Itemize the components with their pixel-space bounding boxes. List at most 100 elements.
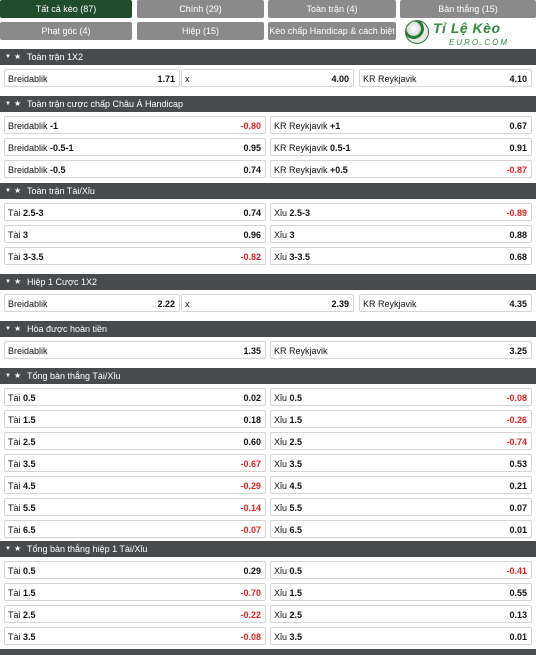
tab-main[interactable]: Chính (29): [137, 0, 264, 18]
line-value: 6.5: [289, 525, 303, 535]
odds-cell[interactable]: Xỉu 0.5 -0.08: [270, 388, 532, 406]
odds-cell[interactable]: KR Reykjavik +0.5 -0.87: [270, 160, 532, 178]
star-icon[interactable]: ★: [14, 99, 22, 108]
odds-cell[interactable]: x 2.39: [181, 294, 354, 312]
chevron-down-icon[interactable]: ▼: [5, 54, 11, 60]
odds-cell[interactable]: Tài 1.5 -0.70: [4, 583, 266, 601]
selection-label: Xỉu 2.5-3: [274, 208, 311, 218]
odds-value: 0.29: [243, 566, 261, 576]
logo-brand: Tỉ Lệ Kèo: [433, 20, 501, 36]
line-value: 3.5: [23, 459, 36, 469]
section-header[interactable]: ▼ ★ Toàn trận Tài/Xỉu: [0, 183, 536, 199]
odds-cell[interactable]: KR Reykjavik 4.35: [359, 294, 532, 312]
star-icon[interactable]: ★: [14, 544, 22, 553]
section-header[interactable]: ▼ ★ Toàn trận 1X2: [0, 49, 536, 65]
tab-all[interactable]: Tất cả kèo (87): [0, 0, 132, 18]
odds-cell[interactable]: KR Reykjavik 3.25: [270, 341, 532, 359]
odds-cell[interactable]: Xỉu 3.5 0.01: [270, 627, 532, 645]
line-value: 2.5-3: [23, 208, 44, 218]
star-icon[interactable]: ★: [14, 371, 22, 380]
tab-goals[interactable]: Bàn thắng (15): [400, 0, 536, 18]
selection-label: KR Reykjavik +0.5: [274, 165, 348, 175]
odds-cell[interactable]: Tài 3.5 -0.67: [4, 454, 266, 472]
odds-cell[interactable]: Xỉu 1.5 -0.26: [270, 410, 532, 428]
odds-cell[interactable]: Breidablik -0.5-1 0.95: [4, 138, 266, 156]
odds-cell[interactable]: Xỉu 0.5 -0.41: [270, 561, 532, 579]
section-header[interactable]: ▼ ★ Hiệp 1 Cược 1X2: [0, 274, 536, 290]
site-logo[interactable]: Tỉ Lệ Kèo EURO.COM: [402, 18, 536, 50]
odds-cell[interactable]: Xỉu 2.5-3 -0.89: [270, 203, 532, 221]
odds-cell[interactable]: Xỉu 6.5 0.01: [270, 520, 532, 538]
odds-cell[interactable]: KR Reykjavik 0.5-1 0.91: [270, 138, 532, 156]
chevron-down-icon[interactable]: ▼: [5, 326, 11, 332]
odds-cell[interactable]: Xỉu 5.5 0.07: [270, 498, 532, 516]
star-icon[interactable]: ★: [14, 186, 22, 195]
odds-cell[interactable]: Xỉu 2.5 -0.74: [270, 432, 532, 450]
line-value: 3-3.5: [289, 252, 311, 262]
tab-full-match[interactable]: Toàn trận (4): [268, 0, 396, 18]
line-value: 3-3.5: [23, 252, 44, 262]
odds-cell[interactable]: Tài 2.5 0.60: [4, 432, 266, 450]
chevron-down-icon[interactable]: ▼: [5, 546, 11, 552]
soccer-ball-icon: [405, 20, 429, 44]
odds-value: 1.35: [243, 346, 261, 356]
odds-value: 0.60: [243, 437, 261, 447]
star-icon[interactable]: ★: [14, 52, 22, 61]
chevron-down-icon[interactable]: ▼: [5, 101, 11, 107]
selection-label: Tài 0.5: [8, 393, 36, 403]
odds-cell[interactable]: Xỉu 3.5 0.53: [270, 454, 532, 472]
odds-cell[interactable]: Breidablik 1.35: [4, 341, 266, 359]
odds-cell[interactable]: KR Reykjavik 4.10: [359, 69, 532, 87]
odds-cell[interactable]: Tài 0.5 0.29: [4, 561, 266, 579]
line-value: 1.5: [289, 588, 303, 598]
odds-cell[interactable]: Tài 0.5 0.02: [4, 388, 266, 406]
selection-label: Breidablik -0.5-1: [8, 143, 74, 153]
odds-cell[interactable]: Tài 3.5 -0.08: [4, 627, 266, 645]
odds-cell[interactable]: Tài 3 0.96: [4, 225, 266, 243]
selection-label: KR Reykjavik: [363, 74, 417, 84]
selection-label: KR Reykjavik 0.5-1: [274, 143, 351, 153]
odds-cell[interactable]: Xỉu 2.5 0.13: [270, 605, 532, 623]
selection-label: Tài 6.5: [8, 525, 36, 535]
market-tabs: Tất cả kèo (87) Chính (29) Toàn trận (4)…: [0, 0, 536, 54]
odds-cell[interactable]: Tài 3-3.5 -0.82: [4, 247, 266, 265]
odds-cell[interactable]: Tài 2.5 -0.22: [4, 605, 266, 623]
star-icon[interactable]: ★: [14, 324, 22, 333]
odds-cell[interactable]: Xỉu 1.5 0.55: [270, 583, 532, 601]
odds-cell[interactable]: Xỉu 4.5 0.21: [270, 476, 532, 494]
chevron-down-icon[interactable]: ▼: [5, 373, 11, 379]
star-icon[interactable]: ★: [14, 277, 22, 286]
section-header[interactable]: ▼ ★ Tổng bàn thắng Tài/Xỉu: [0, 368, 536, 384]
odds-cell[interactable]: Breidablik -0.5 0.74: [4, 160, 266, 178]
section-header[interactable]: ▼ ★ Hòa được hoàn tiền: [0, 321, 536, 337]
selection-label: Xỉu 4.5: [274, 481, 303, 491]
odds-value: -0.67: [240, 459, 261, 469]
odds-cell[interactable]: Breidablik 1.71: [4, 69, 180, 87]
odds-cell[interactable]: Tài 5.5 -0.14: [4, 498, 266, 516]
odds-cell[interactable]: Tài 1.5 0.18: [4, 410, 266, 428]
selection-label: Breidablik -1: [8, 121, 59, 131]
odds-cell[interactable]: Tài 6.5 -0.07: [4, 520, 266, 538]
odds-cell[interactable]: Xỉu 3 0.88: [270, 225, 532, 243]
line-value: 3: [23, 230, 29, 240]
line-value: 5.5: [23, 503, 36, 513]
chevron-down-icon[interactable]: ▼: [5, 188, 11, 194]
selection-label: Tài 4.5: [8, 481, 36, 491]
odds-cell[interactable]: Breidablik 2.22: [4, 294, 180, 312]
chevron-down-icon[interactable]: ▼: [5, 279, 11, 285]
odds-cell[interactable]: Xỉu 3-3.5 0.68: [270, 247, 532, 265]
odds-cell[interactable]: Tài 4.5 -0.29: [4, 476, 266, 494]
tab-half[interactable]: Hiệp (15): [137, 22, 264, 40]
section-header[interactable]: ▼ ★ Toàn trận cược chấp Châu Á Handicap: [0, 96, 536, 112]
odds-value: 0.13: [509, 610, 527, 620]
odds-cell[interactable]: KR Reykjavik +1 0.67: [270, 116, 532, 134]
odds-cell[interactable]: Tài 2.5-3 0.74: [4, 203, 266, 221]
odds-cell[interactable]: x 4.00: [181, 69, 354, 87]
section-header[interactable]: ▼ ★ Tổng bàn thắng hiệp 1 Tài/Xỉu: [0, 541, 536, 557]
odds-value: 4.35: [509, 299, 527, 309]
odds-cell[interactable]: Breidablik -1 -0.80: [4, 116, 266, 134]
odds-value: 0.88: [509, 230, 527, 240]
tab-handicap[interactable]: Kèo chấp Handicap & cách biệt (3): [268, 22, 396, 54]
odds-value: -0.70: [240, 588, 261, 598]
tab-corners[interactable]: Phạt góc (4): [0, 22, 132, 40]
